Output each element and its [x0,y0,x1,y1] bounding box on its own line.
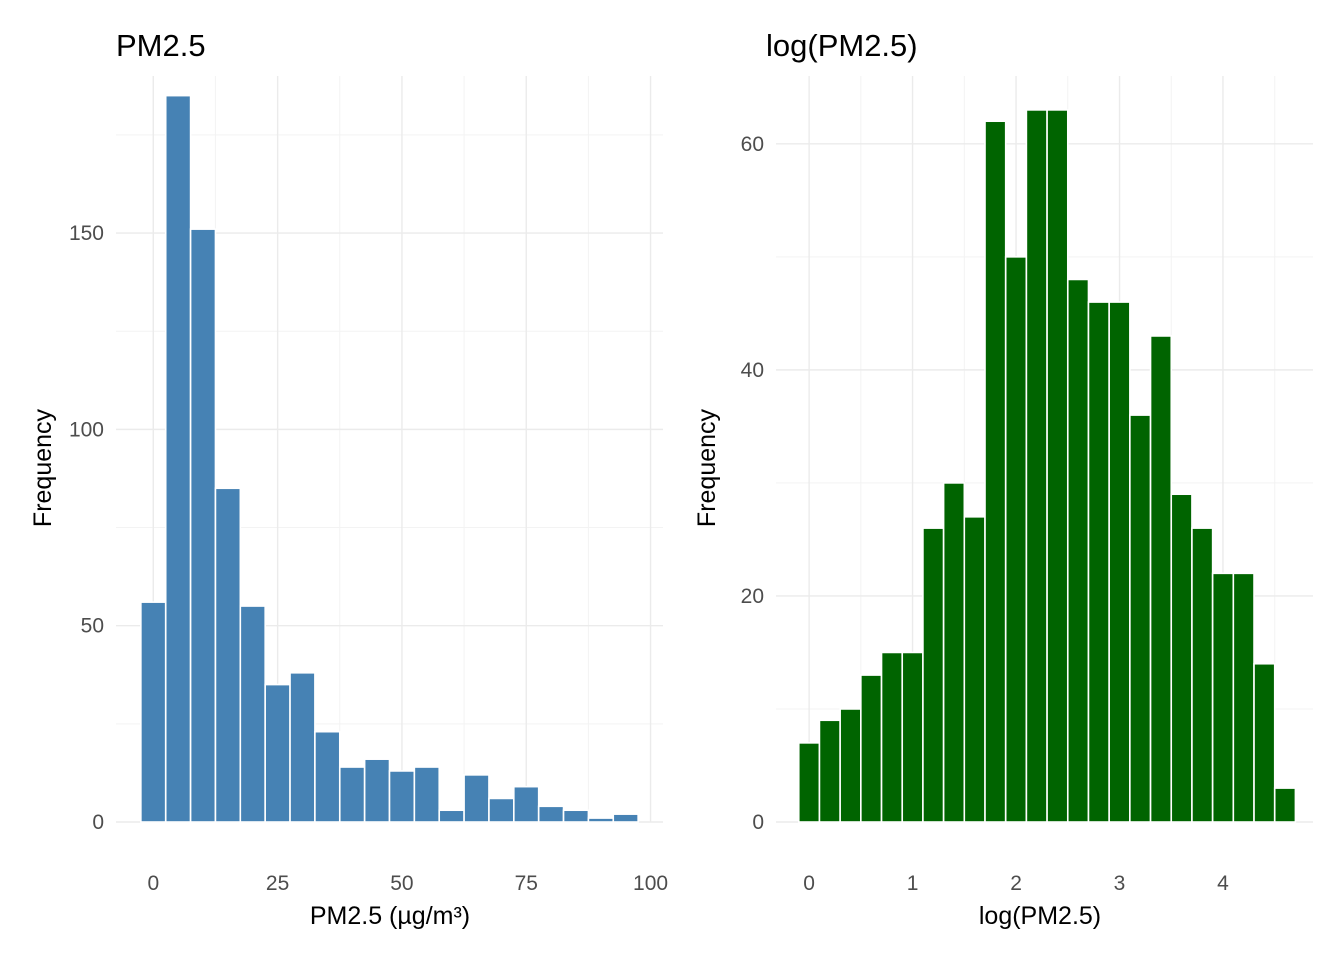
histogram-bar [1211,572,1235,823]
histogram-bar [140,601,167,823]
histogram-bar [1046,109,1069,823]
histogram-bar [922,527,945,823]
x-tick-label: 4 [1217,872,1229,895]
x-axis-title: log(PM2.5) [979,902,1101,930]
x-tick-label: 0 [803,872,815,895]
histogram-bar [562,809,590,823]
histogram-bar [1191,527,1214,823]
histogram-bar [388,770,416,823]
y-tick-labels: 0 50 100 150 [69,222,104,834]
x-tick-labels: 0 25 50 75 100 [147,872,668,895]
histogram-bar [1108,301,1131,823]
histogram-bar [164,94,192,823]
histogram-bar [438,809,465,823]
histogram-bar [1170,493,1193,823]
histogram-bar [537,805,565,823]
histogram-bar [214,487,242,823]
histogram-bar [839,708,862,823]
panel-log-pm25: log(PM2.5) 0 1 2 3 4 0 20 40 60 log(PM2.5) Freq… [693,28,1313,930]
panel-pm25: PM2.5 0 25 50 75 100 0 50 100 150 PM2.5 (µg/m³)… [29,28,668,930]
x-tick-label: 1 [907,872,919,895]
histogram-bar [413,766,441,823]
histogram-bar [1066,278,1090,823]
bars [140,94,639,823]
bars [797,109,1297,823]
y-axis-title: Frequency [693,408,721,527]
histogram-bar [860,674,883,823]
y-tick-label: 60 [741,133,764,156]
chart-title: log(PM2.5) [766,28,918,63]
histogram-bar [818,719,841,823]
x-tick-label: 25 [266,872,289,895]
x-tick-label: 100 [633,872,668,895]
x-tick-label: 0 [147,872,159,895]
x-tick-label: 3 [1114,872,1126,895]
x-tick-labels: 0 1 2 3 4 [803,872,1229,895]
histogram-bar [363,758,391,823]
histogram-bar [264,683,291,823]
y-tick-label: 40 [741,359,764,382]
y-axis-title: Frequency [29,408,57,527]
histogram-bar [1253,662,1276,823]
histogram-bar [239,605,266,823]
histogram-bar [880,651,904,823]
y-tick-label: 20 [741,585,764,608]
histogram-bar [1129,414,1152,823]
histogram-bar [1025,109,1048,823]
x-tick-label: 75 [515,872,538,895]
histogram-bar [289,671,316,823]
histogram-bar [1087,301,1110,823]
histogram-bar [984,120,1007,823]
histogram-bar [513,785,540,823]
x-tick-label: 2 [1010,872,1022,895]
histogram-bar [612,813,639,823]
histogram-bar [488,797,515,823]
x-axis-title: PM2.5 (µg/m³) [310,902,470,930]
chart-title: PM2.5 [116,28,206,63]
y-tick-label: 150 [69,222,104,245]
x-tick-label: 50 [390,872,413,895]
histogram-bar [189,228,217,823]
y-tick-labels: 0 20 40 60 [741,133,764,834]
histogram-bar [1232,572,1255,823]
y-tick-label: 0 [92,811,104,834]
histogram-bar [963,516,986,823]
histogram-bar [1273,787,1297,823]
histogram-bar [587,817,615,823]
histogram-bar [797,742,821,823]
y-tick-label: 50 [81,615,104,638]
histogram-bar [463,774,490,823]
histogram-bar [1004,256,1028,823]
histogram-bar [901,651,924,823]
y-tick-label: 100 [69,418,104,441]
histogram-bar [942,482,966,823]
histogram-bar [338,766,366,823]
histogram-bar [314,730,341,823]
histogram-bar [1149,335,1173,823]
y-tick-label: 0 [752,811,764,834]
